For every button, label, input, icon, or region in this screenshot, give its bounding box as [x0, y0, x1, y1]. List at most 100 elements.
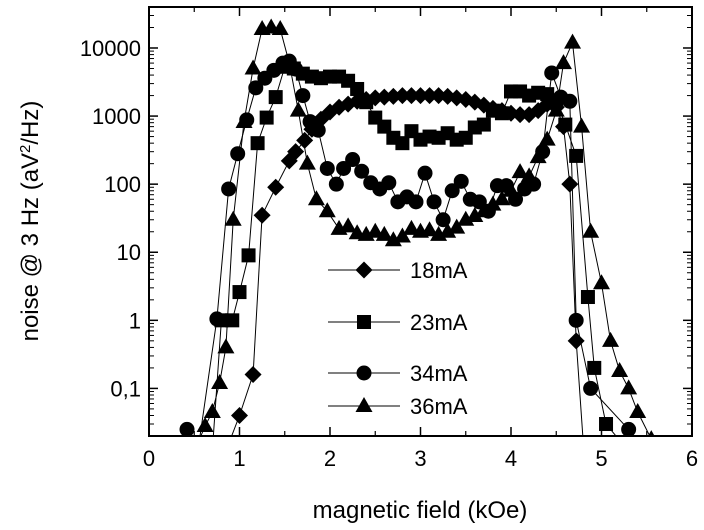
data-point-triangle — [224, 210, 242, 226]
legend-marker-circle — [356, 365, 372, 381]
data-point-circle — [408, 194, 424, 210]
data-point-square — [476, 117, 491, 132]
data-point-square — [377, 119, 392, 134]
legend-label: 36mA — [410, 394, 468, 419]
legend-marker-triangle — [355, 397, 373, 412]
data-point-diamond — [296, 131, 314, 149]
data-point-triangle — [554, 54, 572, 70]
y-tick-label: 10000 — [80, 36, 141, 61]
data-point-square — [205, 444, 219, 458]
x-tick-label: 3 — [414, 446, 426, 471]
data-point-circle — [381, 175, 397, 191]
data-point-diamond — [421, 87, 439, 105]
data-point-triangle — [393, 227, 411, 243]
legend-marker-square — [357, 315, 371, 329]
data-point-square — [232, 285, 247, 300]
data-point-triangle — [511, 163, 529, 179]
legend-item: 23mA — [328, 310, 468, 335]
data-point-triangle — [307, 190, 325, 206]
data-point-square — [359, 95, 374, 110]
data-point-circle — [453, 173, 469, 189]
data-point-triangle — [186, 442, 203, 457]
data-point-triangle — [529, 148, 547, 164]
x-tick-label: 1 — [233, 446, 245, 471]
legend-label: 23mA — [410, 310, 468, 335]
data-point-diamond — [567, 332, 585, 350]
data-point-triangle — [448, 218, 466, 234]
data-point-triangle — [318, 202, 336, 218]
data-point-circle — [562, 93, 578, 109]
x-tick-label: 2 — [324, 446, 336, 471]
data-point-circle — [230, 146, 246, 162]
legend-label: 34mA — [410, 361, 468, 386]
data-point-square — [268, 90, 283, 105]
data-point-square — [350, 81, 365, 96]
data-point-square — [250, 136, 265, 151]
data-point-circle — [544, 65, 560, 81]
data-point-square — [622, 444, 636, 458]
data-point-circle — [583, 380, 599, 396]
series-36mA — [186, 18, 655, 457]
data-point-triangle — [593, 274, 610, 290]
y-tick-label: 1 — [129, 308, 141, 333]
data-point-triangle — [620, 379, 638, 395]
data-point-diamond — [217, 443, 234, 460]
series-layer — [179, 18, 655, 460]
data-point-circle — [191, 437, 206, 452]
data-point-triangle — [502, 181, 520, 197]
data-point-triangle — [484, 195, 502, 211]
data-point-triangle — [339, 217, 357, 233]
data-point-triangle — [280, 54, 298, 70]
data-point-square — [494, 106, 509, 121]
data-point-triangle — [466, 207, 484, 223]
data-point-circle — [435, 212, 451, 228]
data-point-triangle — [366, 222, 384, 238]
data-point-square — [225, 313, 240, 328]
data-point-circle — [426, 194, 442, 210]
data-point-triangle — [439, 222, 457, 238]
legend-item: 18mA — [328, 258, 468, 283]
data-point-diamond — [402, 87, 420, 105]
data-point-triangle — [629, 403, 647, 419]
data-point-square — [241, 248, 256, 263]
data-point-triangle — [647, 430, 655, 436]
data-point-triangle — [421, 221, 439, 237]
data-point-triangle — [602, 331, 620, 347]
data-point-circle — [444, 183, 460, 199]
data-point-square — [259, 110, 274, 125]
data-point-triangle — [217, 338, 235, 354]
data-point-triangle — [244, 59, 262, 75]
data-point-triangle — [547, 101, 565, 117]
data-point-diamond — [561, 175, 579, 193]
data-point-circle — [328, 176, 344, 192]
data-point-circle — [179, 421, 195, 436]
data-point-triangle — [520, 167, 538, 183]
x-tick-label: 6 — [686, 446, 698, 471]
x-tick-label: 0 — [143, 446, 155, 471]
y-tick-label: 0,1 — [110, 376, 141, 401]
data-point-triangle — [493, 190, 511, 206]
data-point-diamond — [231, 407, 248, 425]
data-point-square — [599, 417, 614, 432]
data-point-circle — [417, 165, 433, 181]
x-axis-label: magnetic field (kOe) — [313, 497, 528, 524]
data-point-triangle — [375, 225, 393, 241]
data-point-circle — [221, 181, 237, 197]
legend-item: 34mA — [328, 361, 468, 386]
data-point-circle — [248, 80, 264, 96]
y-axis-label: noise @ 3 Hz (aV2/Hz) — [17, 101, 45, 342]
y-tick-label: 1000 — [92, 104, 141, 129]
data-point-triangle — [582, 222, 600, 238]
data-point-triangle — [402, 219, 420, 235]
data-point-circle — [635, 444, 650, 459]
data-point-square — [569, 148, 584, 163]
data-point-diamond — [511, 106, 529, 124]
data-point-triangle — [196, 417, 214, 433]
x-tick-label: 4 — [505, 446, 517, 471]
data-point-triangle — [203, 403, 221, 419]
data-point-triangle — [564, 33, 582, 49]
data-point-diamond — [287, 143, 305, 161]
data-point-diamond — [393, 87, 411, 105]
data-point-circle — [319, 160, 335, 176]
